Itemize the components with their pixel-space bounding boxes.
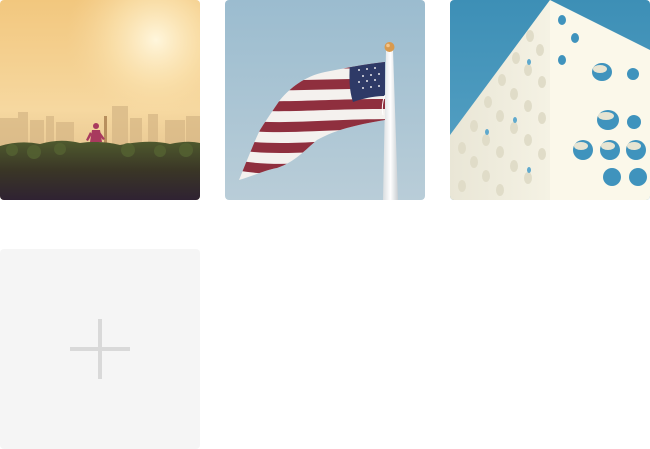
photo-tile-flag[interactable] bbox=[225, 0, 425, 200]
photo-tile-building[interactable] bbox=[450, 0, 650, 200]
photo-tile-runner[interactable] bbox=[0, 0, 200, 200]
plus-icon bbox=[70, 319, 130, 379]
add-photo-button[interactable] bbox=[0, 249, 200, 449]
runner-sunrise-image bbox=[0, 0, 200, 200]
white-building-image bbox=[450, 0, 650, 200]
american-flag-image bbox=[225, 0, 425, 200]
